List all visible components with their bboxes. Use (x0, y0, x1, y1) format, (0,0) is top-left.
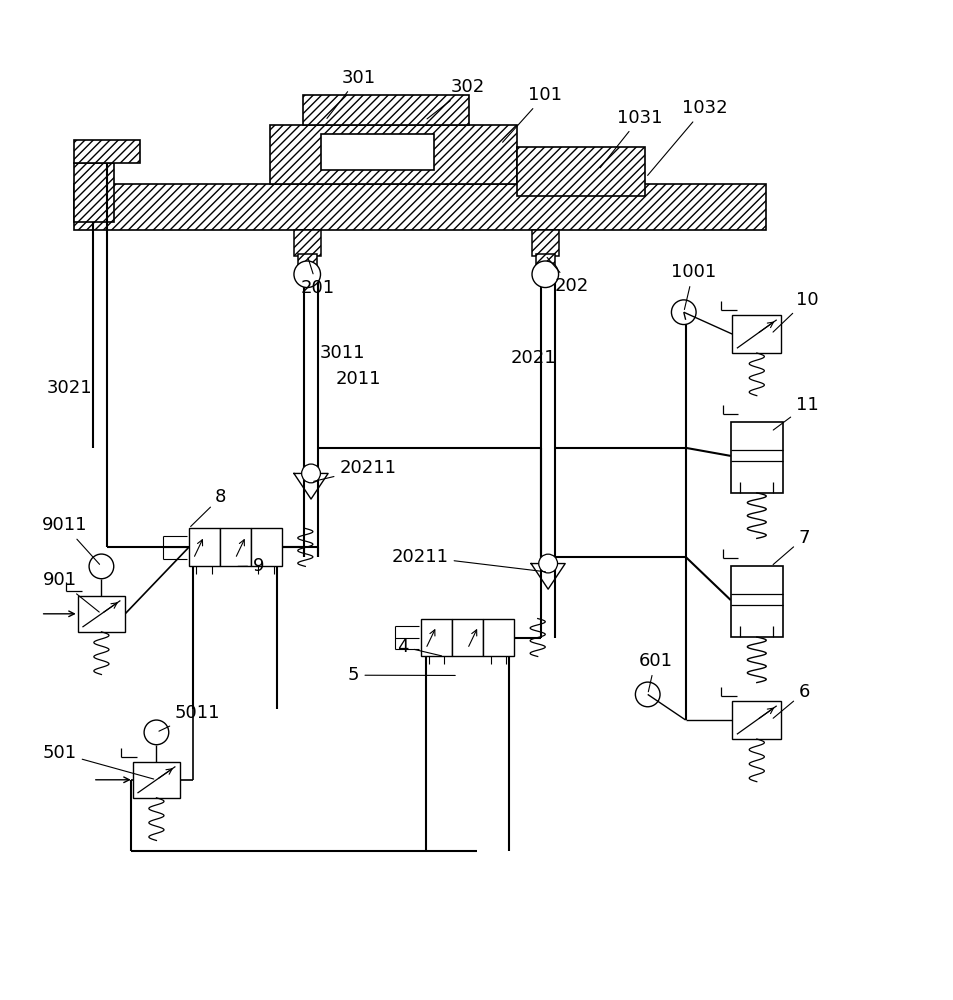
Circle shape (294, 261, 320, 288)
Bar (251, 528, 281, 566)
Bar (189, 528, 219, 566)
Bar (219, 528, 251, 566)
Bar (730, 422, 782, 493)
Bar (536, 254, 555, 270)
Text: 501: 501 (43, 744, 153, 779)
Bar (132, 762, 180, 798)
Bar (73, 184, 765, 230)
Text: 901: 901 (43, 571, 99, 612)
Text: 301: 301 (327, 69, 375, 118)
Bar (77, 596, 125, 632)
Text: 302: 302 (427, 78, 484, 119)
Text: 202: 202 (546, 257, 588, 295)
Circle shape (671, 300, 696, 325)
Text: 9011: 9011 (42, 516, 99, 564)
Bar (320, 134, 434, 170)
Text: 4: 4 (396, 638, 441, 656)
Bar (730, 566, 782, 637)
Circle shape (538, 554, 557, 573)
Bar (294, 230, 320, 256)
Text: 1032: 1032 (647, 99, 727, 175)
Text: 201: 201 (300, 258, 335, 297)
Text: 20211: 20211 (391, 548, 545, 572)
Text: 10: 10 (772, 291, 818, 332)
Bar (731, 315, 781, 353)
Bar (452, 619, 482, 656)
Text: 1001: 1001 (670, 263, 715, 310)
Bar (297, 254, 316, 270)
Bar (73, 140, 140, 163)
Bar (270, 125, 517, 184)
Bar (73, 163, 113, 222)
Text: 3021: 3021 (47, 379, 91, 397)
Text: 20211: 20211 (314, 459, 396, 481)
Bar (517, 147, 644, 196)
Text: 9: 9 (237, 557, 264, 575)
Text: 2011: 2011 (335, 370, 381, 388)
Text: 2021: 2021 (511, 349, 557, 367)
Circle shape (532, 261, 558, 288)
Text: 11: 11 (773, 396, 818, 430)
Text: 3011: 3011 (319, 344, 365, 362)
Text: 5: 5 (348, 666, 455, 684)
Text: 8: 8 (191, 488, 227, 527)
Text: 7: 7 (772, 529, 809, 565)
Text: 601: 601 (638, 652, 672, 692)
Bar (420, 619, 452, 656)
Bar (731, 701, 781, 739)
Circle shape (89, 554, 113, 579)
Bar (303, 95, 469, 125)
Bar (532, 230, 558, 256)
Text: 1031: 1031 (599, 109, 662, 168)
Bar (482, 619, 514, 656)
Text: 5011: 5011 (159, 704, 220, 731)
Circle shape (301, 464, 320, 483)
Circle shape (635, 682, 659, 707)
Text: 101: 101 (502, 86, 561, 142)
Text: 6: 6 (772, 683, 809, 718)
Circle shape (144, 720, 169, 745)
